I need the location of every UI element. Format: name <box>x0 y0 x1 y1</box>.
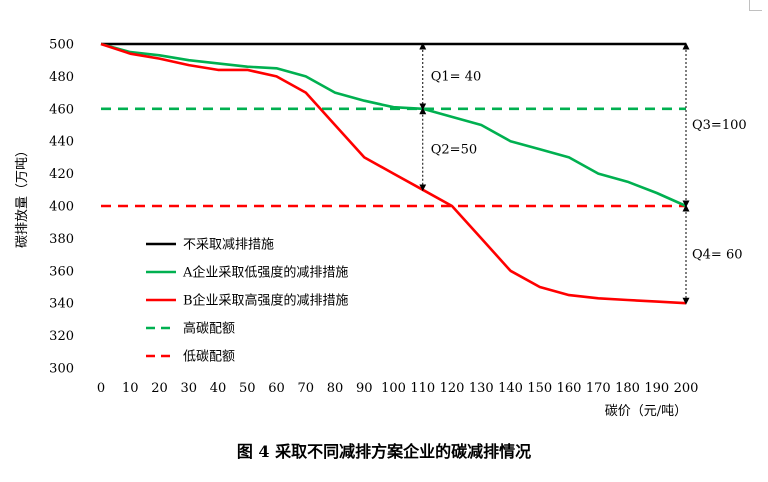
x-tick-label: 140 <box>498 381 523 396</box>
x-tick-label: 100 <box>381 381 406 396</box>
annotation-layer: Q1= 40 Q2=50 Q3=100 Q4= 60 <box>419 42 747 305</box>
y-axis: 300 320 340 360 380 400 420 440 460 480 500 <box>49 38 74 377</box>
y-tick-label: 380 <box>49 232 74 247</box>
x-tick-label: 160 <box>557 381 582 396</box>
y-tick-label: 340 <box>49 297 74 312</box>
x-tick-label: 0 <box>97 381 105 396</box>
x-tick-label: 170 <box>586 381 611 396</box>
annotation-label: Q2=50 <box>431 142 477 157</box>
x-tick-label: 20 <box>151 381 168 396</box>
series-line-2 <box>100 42 687 305</box>
x-tick-label: 10 <box>122 381 139 396</box>
x-tick-label: 50 <box>239 381 256 396</box>
x-tick-label: 90 <box>356 381 373 396</box>
carbon-emission-chart: 300 320 340 360 380 400 420 440 460 480 500 0 10 20 3… <box>15 38 747 420</box>
annotation-label: Q3=100 <box>692 118 747 133</box>
page-corner-mark <box>749 0 762 11</box>
x-axis-title: 碳价（元/吨） <box>605 404 687 419</box>
y-tick-label: 500 <box>49 38 74 53</box>
figure-caption: 图 4 采取不同减排方案企业的碳减排情况 <box>236 442 532 461</box>
y-tick-label: 400 <box>49 200 74 215</box>
legend: 不采取减排措施 A企业采取低强度的减排措施 B企业采取高强度的减排措施高碳配额低碳配… <box>146 238 349 365</box>
x-tick-label: 80 <box>327 381 344 396</box>
x-tick-label: 180 <box>615 381 640 396</box>
y-tick-label: 420 <box>49 167 74 182</box>
x-tick-label: 150 <box>527 381 552 396</box>
x-tick-label: 60 <box>268 381 285 396</box>
legend-label: 低碳配额 <box>183 350 235 365</box>
legend-label: A企业采取低强度的减排措施 <box>182 265 348 281</box>
legend-label: 高碳配额 <box>183 321 235 337</box>
x-axis: 0 10 20 30 40 50 60 70 80 90 100 110 120 130 140 150 160… <box>97 381 699 396</box>
y-tick-label: 360 <box>49 264 74 279</box>
y-tick-label: 480 <box>49 70 74 85</box>
y-tick-label: 300 <box>49 362 74 377</box>
x-tick-label: 40 <box>210 381 227 396</box>
y-tick-label: 320 <box>49 329 74 344</box>
series-line-1 <box>100 42 687 208</box>
x-tick-label: 120 <box>440 381 465 396</box>
y-tick-label: 460 <box>49 102 74 117</box>
x-tick-label: 200 <box>674 381 699 396</box>
x-tick-label: 190 <box>644 381 669 396</box>
series-layer <box>100 42 687 305</box>
y-tick-label: 440 <box>49 135 74 150</box>
x-tick-label: 130 <box>469 381 494 396</box>
x-tick-label: 110 <box>410 381 435 396</box>
x-tick-label: 70 <box>297 381 314 396</box>
legend-label: B企业采取高强度的减排措施 <box>183 293 349 309</box>
x-tick-label: 30 <box>180 381 197 396</box>
annotation-label: Q1= 40 <box>431 69 482 84</box>
annotation-label: Q4= 60 <box>692 248 743 263</box>
y-axis-title: 碳排放量（万吨） <box>15 144 30 248</box>
legend-label: 不采取减排措施 <box>183 238 274 253</box>
